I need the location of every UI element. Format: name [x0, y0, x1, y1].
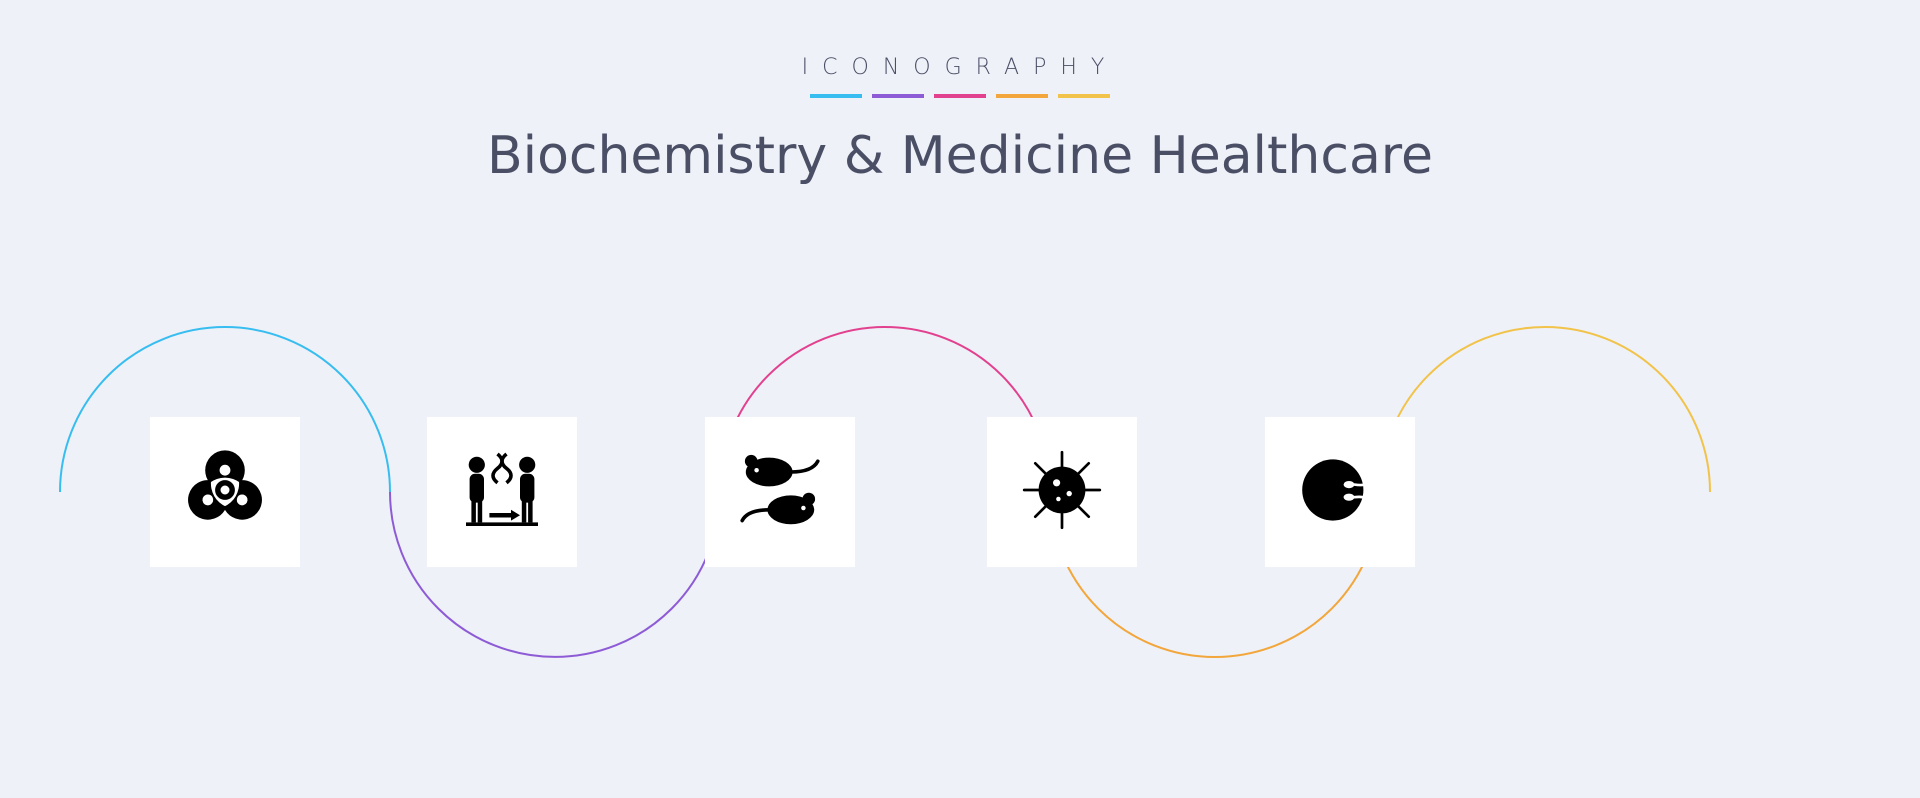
stripe [1058, 94, 1110, 98]
lab-mice-icon [735, 445, 825, 539]
stripe [872, 94, 924, 98]
lab-mice-tile[interactable] [705, 417, 855, 567]
pack-title: Biochemistry & Medicine Healthcare [0, 126, 1920, 186]
fertilization-tile[interactable] [1265, 417, 1415, 567]
stripe [934, 94, 986, 98]
dna-transfer-icon [457, 445, 547, 539]
virus-icon [1017, 445, 1107, 539]
biohazard-tile[interactable] [150, 417, 300, 567]
biohazard-icon [180, 445, 270, 539]
brand-stripes [0, 94, 1920, 98]
fertilization-icon [1295, 445, 1385, 539]
stripe [810, 94, 862, 98]
dna-transfer-tile[interactable] [427, 417, 577, 567]
stripe [996, 94, 1048, 98]
virus-tile[interactable] [987, 417, 1137, 567]
brand-label: ICONOGRAPHY [0, 55, 1920, 80]
